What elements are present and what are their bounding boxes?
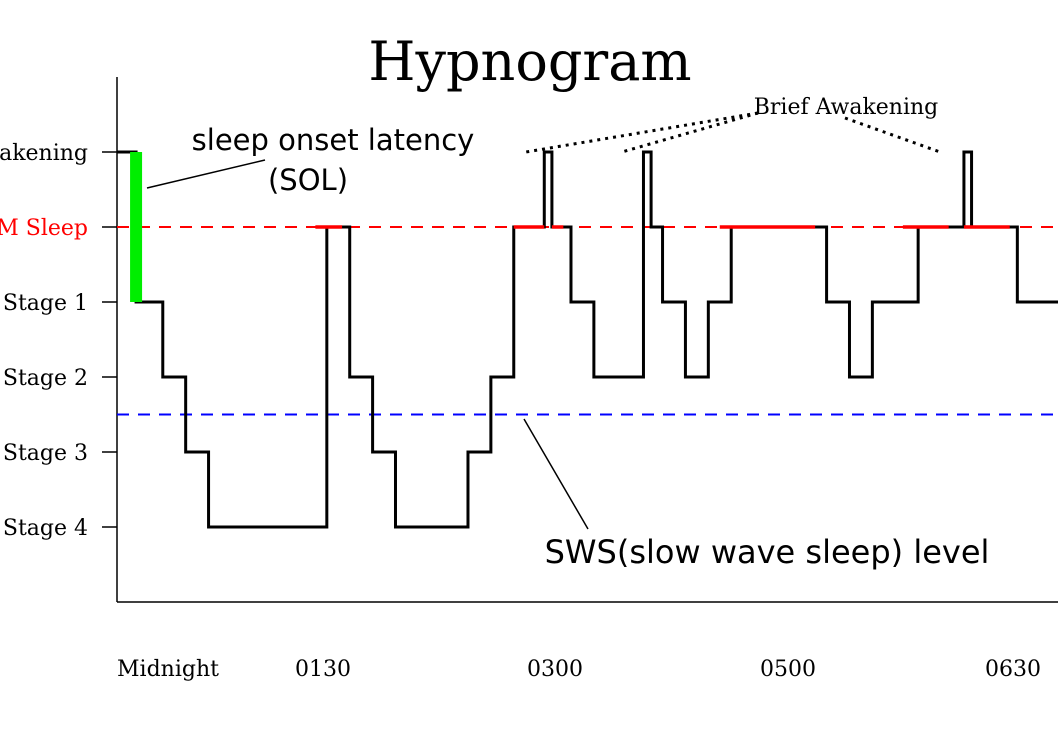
- brief-awakening-pointer-2: [621, 111, 759, 154]
- y-tick-label-stage-2: Stage 2: [3, 366, 88, 391]
- sws-label: SWS(slow wave sleep) level: [545, 533, 990, 571]
- x-tick-label-0630: 0630: [985, 657, 1041, 682]
- sol-bar: [130, 152, 143, 302]
- y-tick-label-awakening: Awakening: [0, 141, 88, 166]
- sol-label-line2: (SOL): [268, 163, 348, 197]
- brief-awakening-label: Brief Awakening: [754, 95, 939, 120]
- sol-label-line1: sleep onset latency: [192, 123, 475, 157]
- y-tick-label-rem-sleep: REM Sleep: [0, 216, 88, 241]
- sol-pointer-line: [146, 159, 266, 189]
- y-ticks: Awakening REM Sleep Stage 1 Stage 2 Stage 3 S…: [0, 141, 117, 541]
- x-tick-label-0130: 0130: [295, 657, 351, 682]
- sol-layer: [130, 152, 143, 302]
- y-tick-label-stage-1: Stage 1: [3, 291, 88, 316]
- x-tick-label-0500: 0500: [760, 657, 816, 682]
- chart-title: Hypnogram: [368, 30, 691, 93]
- x-tick-label-0300: 0300: [527, 657, 583, 682]
- sws-pointer-line: [523, 418, 589, 530]
- x-tick-label-midnight: Midnight: [117, 657, 219, 682]
- y-tick-label-stage-4: Stage 4: [3, 516, 88, 541]
- y-tick-label-stage-3: Stage 3: [3, 441, 88, 466]
- series-layer: [117, 150, 1058, 529]
- axes: [116, 77, 1058, 603]
- annotations: sleep onset latency (SOL) Brief Awakenin…: [146, 95, 990, 571]
- brief-awakening-pointer-3: [844, 116, 941, 154]
- x-ticks: Midnight 0130 0300 0500 0630: [117, 657, 1041, 682]
- hypnogram-series-line: [117, 150, 1058, 529]
- reference-lines: [117, 226, 1058, 416]
